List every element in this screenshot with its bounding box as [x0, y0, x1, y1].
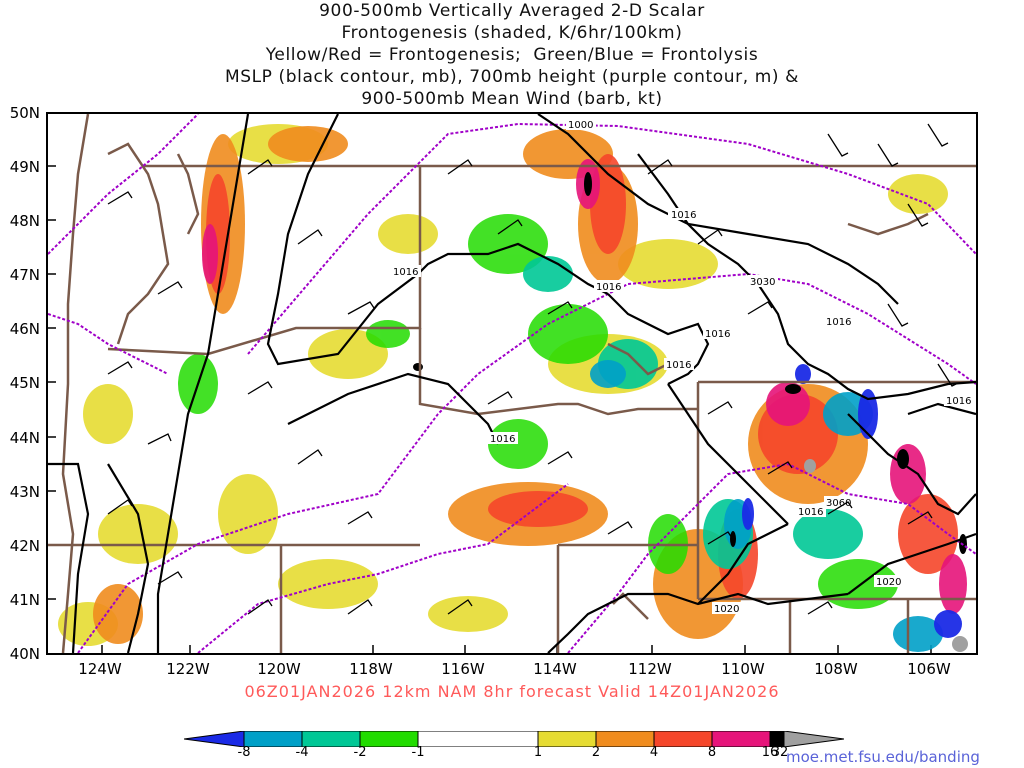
title-line-2: Frontogenesis (shaded, K/6hr/100km): [341, 23, 683, 43]
colorbar-label: -4: [295, 745, 309, 760]
lon-label-122w: 122W: [166, 660, 210, 678]
isobar-label: 1016: [596, 282, 621, 293]
lon-label-108w: 108W: [814, 660, 858, 678]
lat-label-49n: 49N: [9, 158, 40, 176]
chart-title: 900-500mb Vertically Averaged 2-D Scalar…: [0, 0, 1024, 110]
lon-label-120w: 120W: [257, 660, 301, 678]
title-line-4: MSLP (black contour, mb), 700mb height (…: [224, 67, 800, 87]
lon-label-124w: 124W: [78, 660, 122, 678]
wind-barbs: [107, 123, 959, 615]
map-panel: 1000 1016 1016 1016 1016 1016 1016 1016 …: [46, 112, 978, 655]
map-svg: 1000 1016 1016 1016 1016 1016 1016 1016 …: [48, 114, 976, 653]
isobars: [48, 114, 976, 653]
isobar-label: 1020: [876, 577, 901, 588]
colorbar-label: 1: [533, 745, 543, 760]
isobar-label: 1016: [666, 360, 691, 371]
height-labels: 3030 3060: [748, 275, 854, 509]
lat-label-42n: 42N: [9, 537, 40, 555]
lat-label-47n: 47N: [9, 266, 40, 284]
lat-label-40n: 40N: [9, 645, 40, 663]
frontogenesis-shading: [58, 124, 968, 652]
isobar-label: 1016: [671, 210, 696, 221]
isobar-label: 1016: [705, 329, 730, 340]
colorbar-label: 16: [761, 745, 779, 760]
colorbar-segment: [783, 731, 844, 747]
lat-label-45n: 45N: [9, 374, 40, 392]
colorbar-label: -1: [411, 745, 425, 760]
colorbar: [184, 731, 844, 747]
isobar-label: 1016: [826, 317, 851, 328]
isobar-label: 1020: [714, 604, 739, 615]
lat-label-46n: 46N: [9, 320, 40, 338]
isobar-label: 1016: [393, 267, 418, 278]
lon-label-110w: 110W: [721, 660, 765, 678]
isobar-label: 1016: [490, 434, 515, 445]
lat-label-50n: 50N: [9, 104, 40, 122]
title-line-3: Yellow/Red = Frontogenesis; Green/Blue =…: [265, 45, 759, 65]
lat-label-44n: 44N: [9, 429, 40, 447]
lat-label-41n: 41N: [9, 591, 40, 609]
colorbar-label: 4: [649, 745, 659, 760]
isobar-label: 1000: [568, 120, 593, 131]
title-line-1: 900-500mb Vertically Averaged 2-D Scalar: [319, 1, 705, 21]
isobar-label: 1016: [946, 396, 971, 407]
colorbar-label: -2: [353, 745, 367, 760]
lat-label-48n: 48N: [9, 212, 40, 230]
height-contours: [48, 114, 976, 653]
height-label: 3060: [826, 498, 851, 509]
lon-label-114w: 114W: [533, 660, 577, 678]
colorbar-segment: [417, 731, 539, 747]
lon-label-116w: 116W: [441, 660, 485, 678]
height-label: 3030: [750, 277, 775, 288]
valid-time-text: 06Z01JAN2026 12km NAM 8hr forecast Valid…: [244, 682, 780, 701]
credit-link[interactable]: moe.met.fsu.edu/banding: [786, 748, 980, 766]
lon-label-106w: 106W: [907, 660, 951, 678]
lon-label-118w: 118W: [349, 660, 393, 678]
colorbar-label: 32: [771, 745, 789, 760]
isobar-label: 1016: [798, 507, 823, 518]
title-line-5: 900-500mb Mean Wind (barb, kt): [361, 89, 663, 109]
colorbar-label: 2: [591, 745, 601, 760]
lon-label-112w: 112W: [628, 660, 672, 678]
colorbar-label: -8: [237, 745, 251, 760]
colorbar-label: 8: [707, 745, 717, 760]
lat-label-43n: 43N: [9, 483, 40, 501]
isobar-labels: 1000 1016 1016 1016 1016 1016 1016 1016 …: [391, 118, 974, 615]
